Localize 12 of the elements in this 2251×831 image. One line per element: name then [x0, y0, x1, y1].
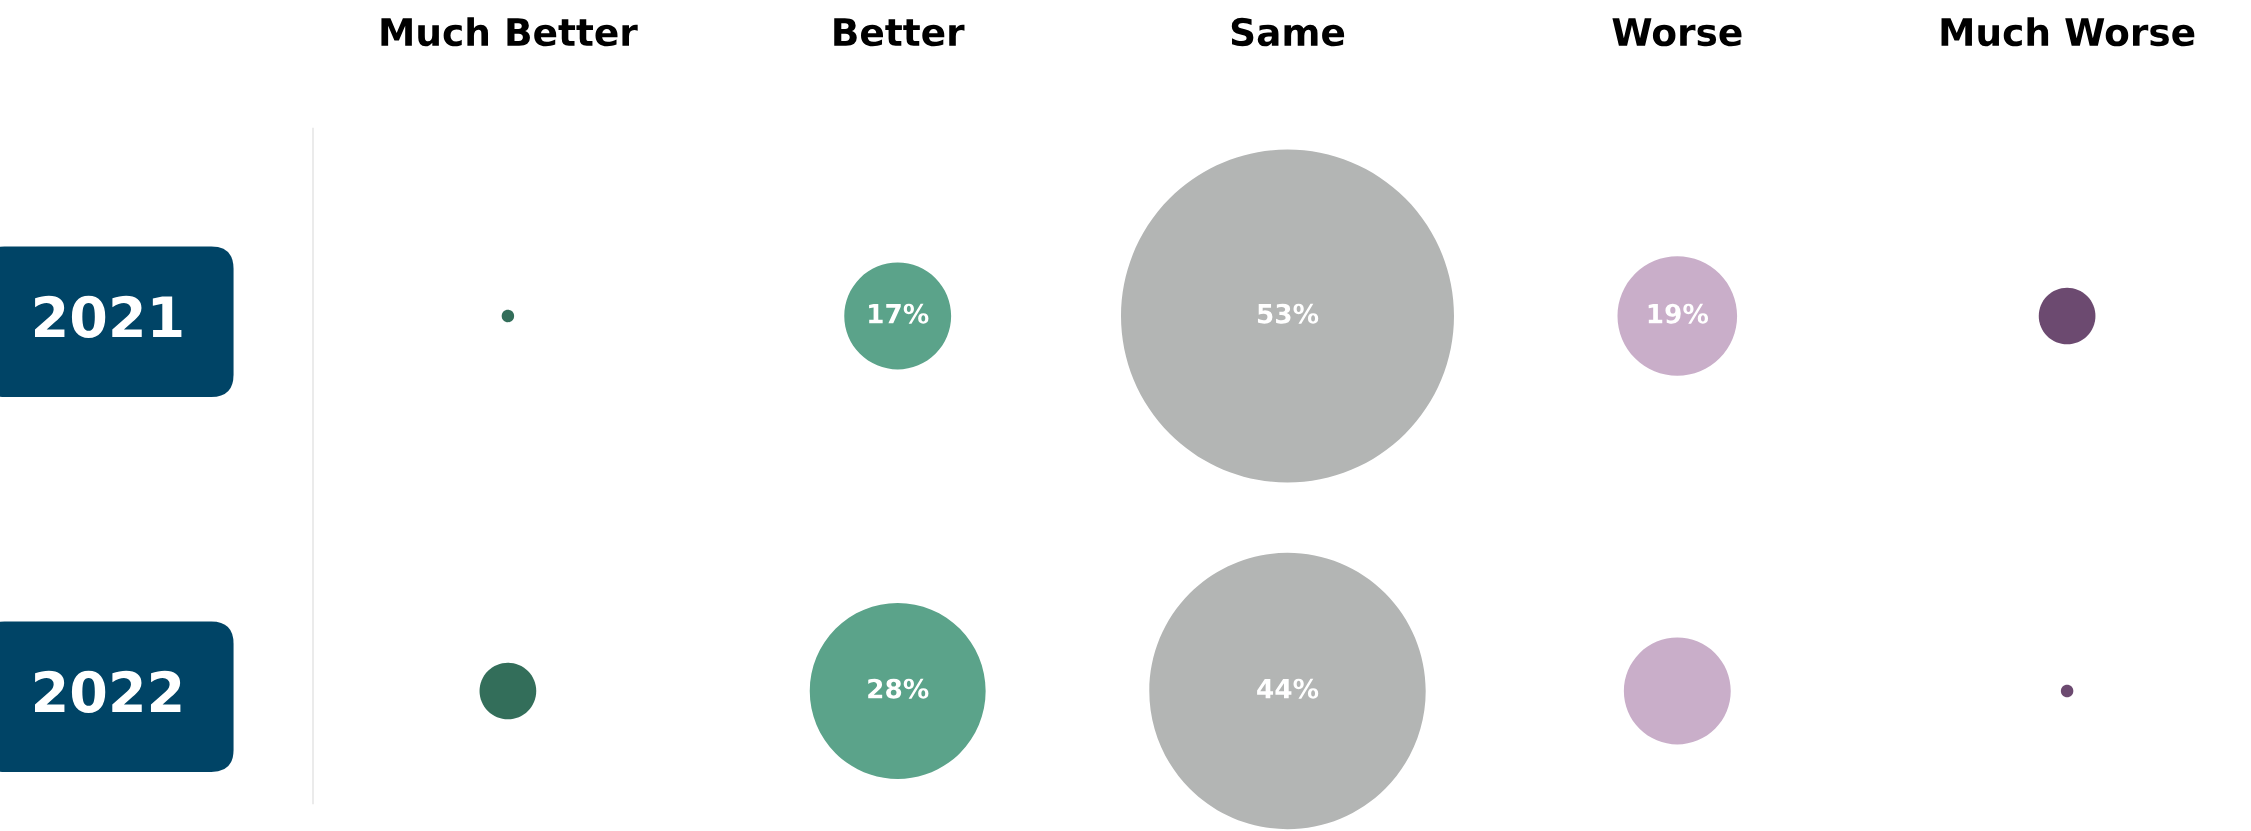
x-tick-label: Worse	[1612, 18, 1742, 47]
annotation: 17%	[869, 303, 929, 324]
annotation: 44%	[1257, 678, 1319, 699]
annotation: 19%	[1648, 303, 1709, 324]
y-tick-label: 2021	[35, 295, 182, 338]
x-tick-label: Much Worse	[1941, 17, 2195, 47]
annotation: 53%	[1257, 303, 1319, 324]
y-tick-label: 2022	[35, 670, 181, 713]
annotation: 28%	[868, 678, 929, 699]
x-tick-label: Same	[1231, 17, 1345, 47]
x-tick-label: Better	[834, 18, 965, 47]
x-tick-label: Much Better	[381, 17, 638, 47]
